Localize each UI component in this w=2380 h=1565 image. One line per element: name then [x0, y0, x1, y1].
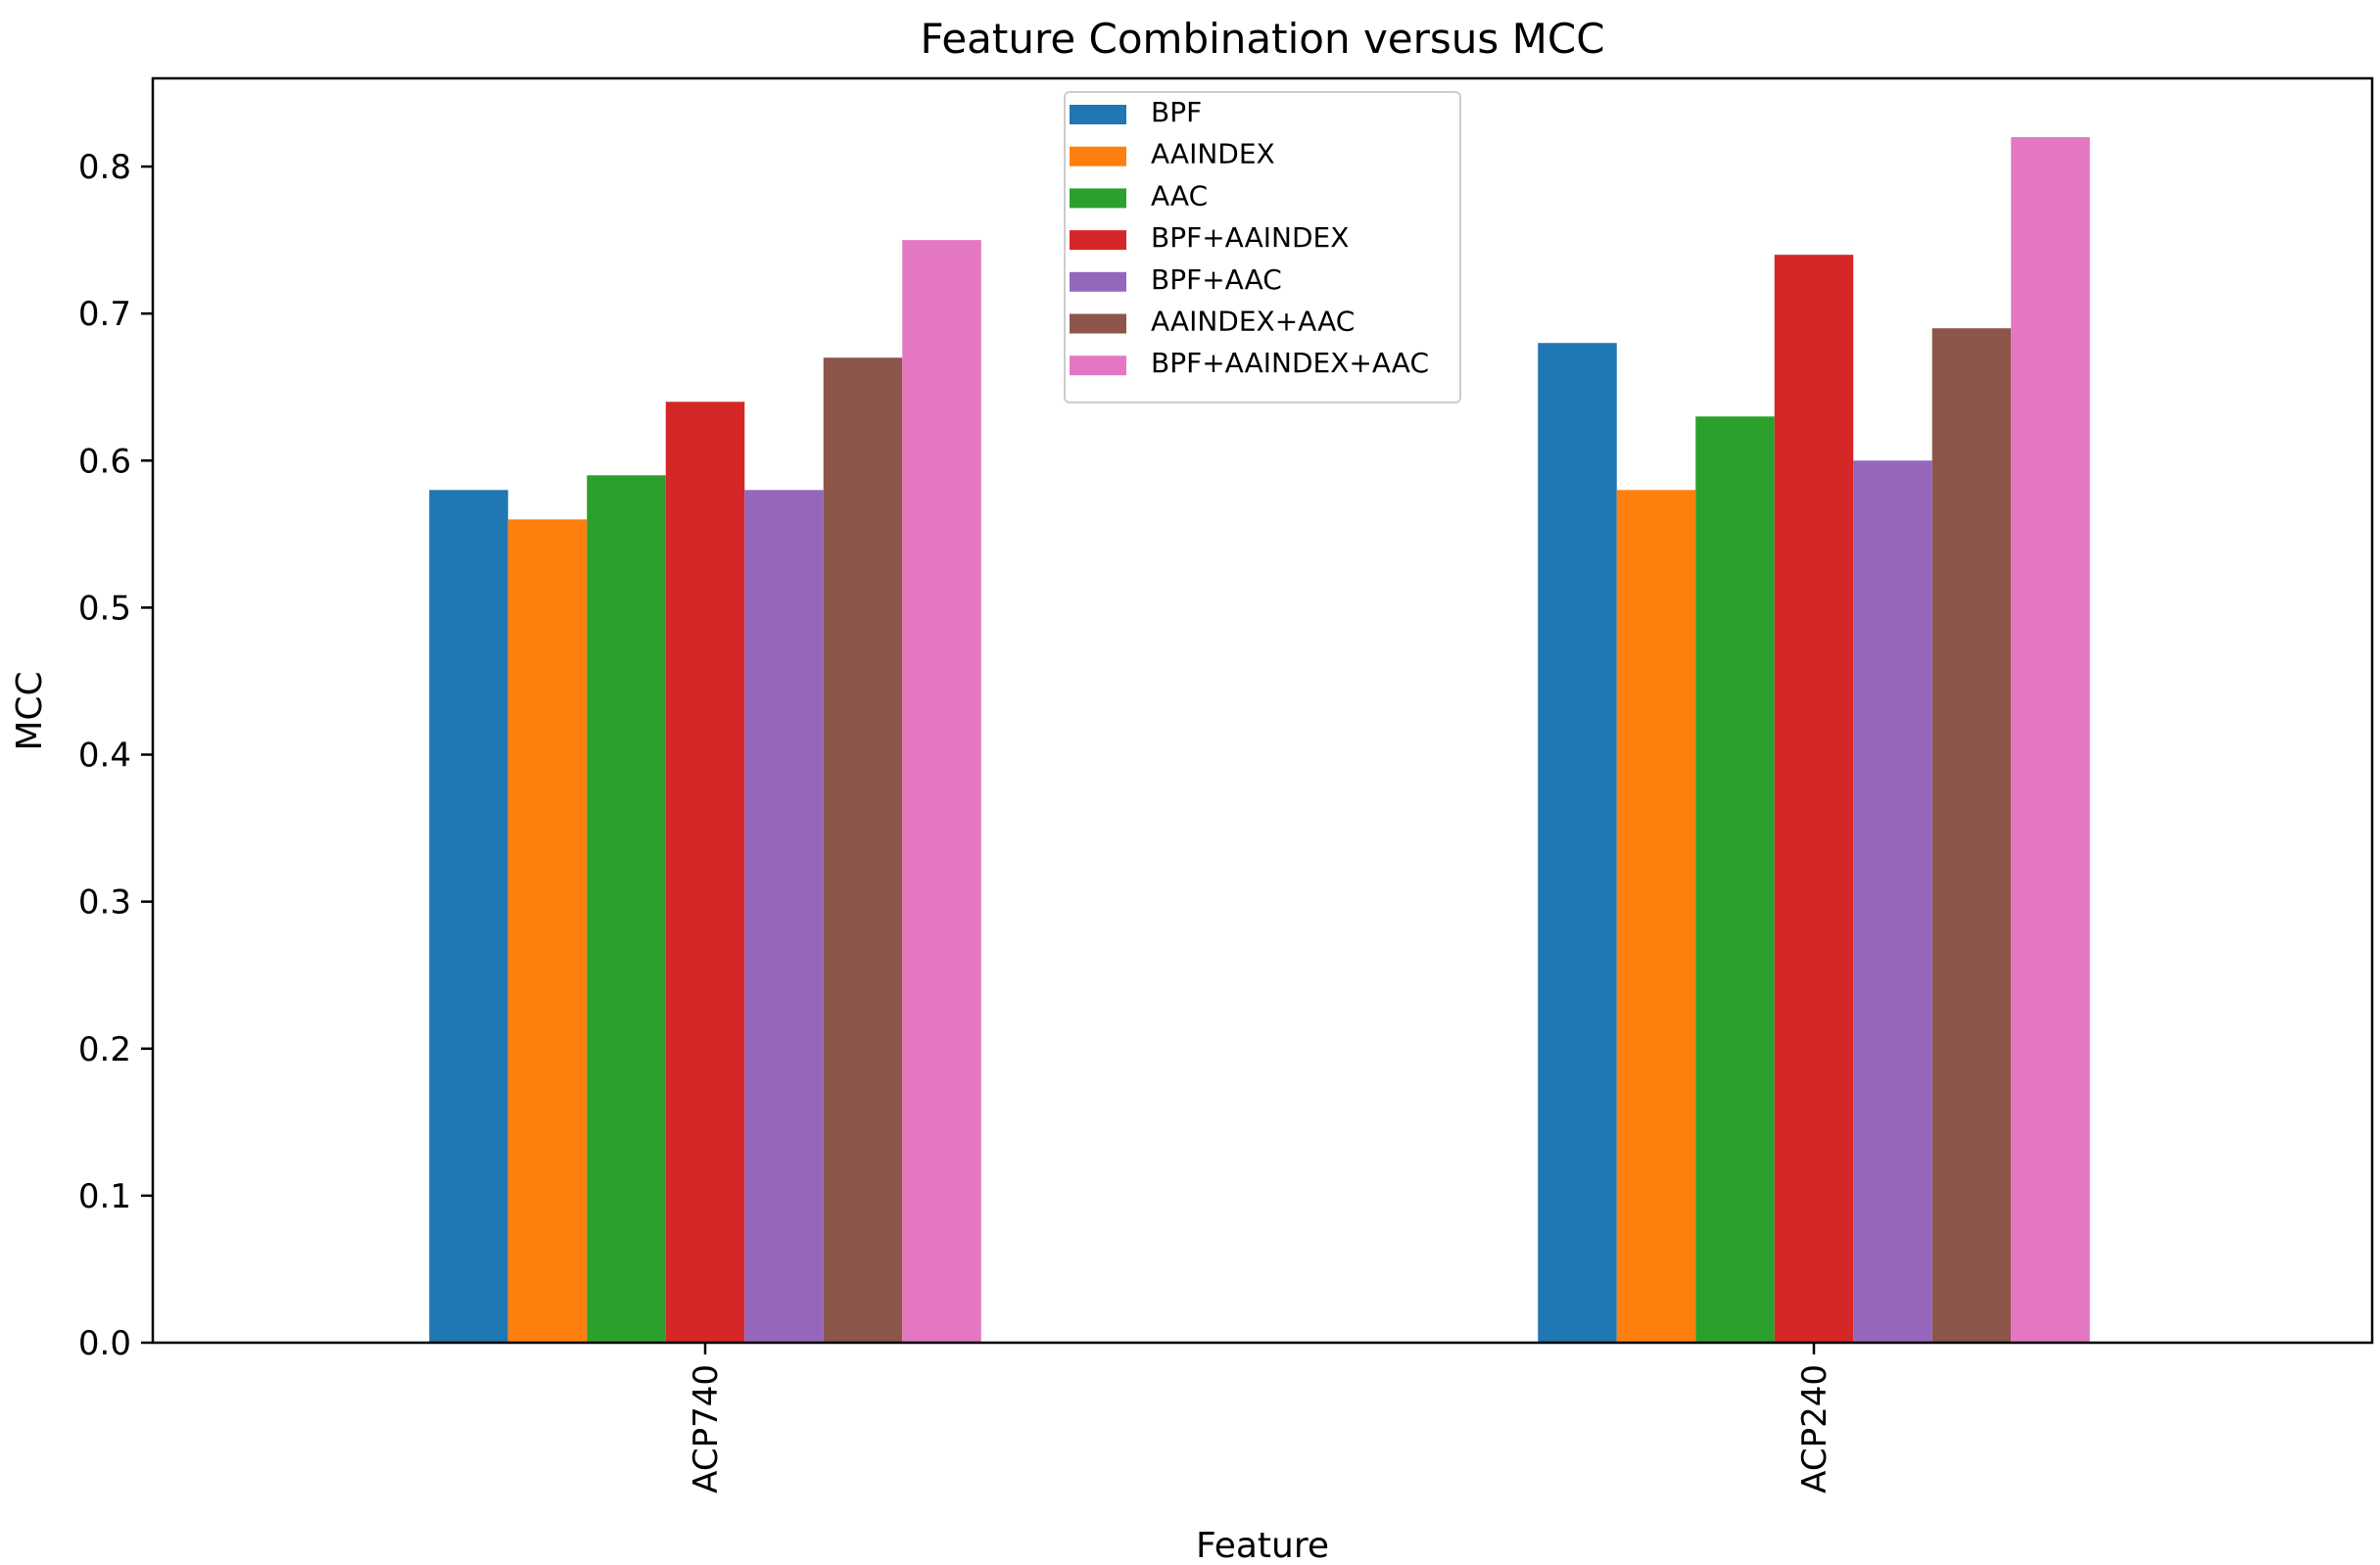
x-tick-label-acp240: ACP240: [1795, 1364, 1834, 1494]
legend-swatch: [1070, 146, 1126, 166]
bar-acp240-bpf-aac: [1853, 460, 1932, 1343]
y-tick-label: 0.7: [78, 295, 131, 334]
y-tick-label: 0.3: [78, 883, 131, 923]
legend-label-bpf-aaindex-aac: BPF+AAINDEX+AAC: [1151, 347, 1429, 379]
x-axis: ACP740 ACP240: [687, 1343, 1834, 1494]
bar-acp240-aaindex: [1616, 490, 1696, 1344]
legend-label-aaindex-aac: AAINDEX+AAC: [1151, 306, 1355, 338]
bar-acp740-aac: [587, 475, 666, 1343]
legend-swatch: [1070, 313, 1126, 334]
legend-swatch: [1070, 271, 1126, 292]
y-tick-label: 0.6: [78, 442, 131, 481]
bars-layer: [429, 137, 2090, 1344]
bar-acp240-bpf-aaindex: [1774, 255, 1854, 1343]
bar-acp240-bpf: [1538, 343, 1617, 1344]
bar-acp740-bpf-aaindex-aac: [902, 240, 981, 1343]
legend-label-bpf: BPF: [1151, 96, 1202, 128]
plot-frame: [151, 76, 2374, 1345]
y-tick-label: 0.0: [78, 1324, 131, 1363]
legend-label-bpf-aac: BPF+AAC: [1151, 263, 1282, 296]
legend-label-aac: AAC: [1151, 179, 1208, 212]
legend-label-aaindex: AAINDEX: [1151, 138, 1275, 170]
legend-box: [1064, 91, 1461, 403]
chart-title: Feature Combination versus MCC: [920, 15, 1604, 63]
x-tick-label-acp740: ACP740: [687, 1364, 726, 1494]
y-tick-label: 0.4: [78, 736, 131, 776]
bar-acp740-aaindex-aac: [823, 357, 903, 1344]
y-tick-label: 0.1: [78, 1177, 131, 1216]
legend-swatch: [1070, 356, 1126, 376]
y-axis-title: MCC: [10, 671, 50, 750]
y-axis: 0.0 0.1 0.2 0.3 0.4 0.5 0.6 0.7 0.8: [78, 148, 153, 1363]
legend-swatch: [1070, 230, 1126, 251]
legend-swatch: [1070, 105, 1126, 124]
bar-acp740-bpf-aac: [744, 490, 824, 1344]
legend-label-bpf-aaindex: BPF+AAINDEX: [1151, 221, 1349, 254]
bar-acp740-bpf-aaindex: [665, 402, 745, 1343]
bar-acp740-aaindex: [507, 519, 588, 1343]
bar-acp240-aac: [1695, 416, 1775, 1343]
y-tick-label: 0.5: [78, 589, 131, 628]
x-axis-title: Feature: [1196, 1526, 1329, 1565]
y-tick-label: 0.8: [78, 148, 131, 187]
y-tick-label: 0.2: [78, 1030, 131, 1069]
bar-acp740-bpf: [429, 490, 508, 1344]
bar-acp240-aaindex-aac: [1931, 328, 2012, 1344]
legend: BPF AAINDEX AAC BPF+AAINDEX BPF+AAC AAINDEX+A…: [1064, 91, 1461, 403]
bar-acp240-bpf-aaindex-aac: [2011, 137, 2090, 1343]
legend-swatch: [1070, 188, 1126, 209]
